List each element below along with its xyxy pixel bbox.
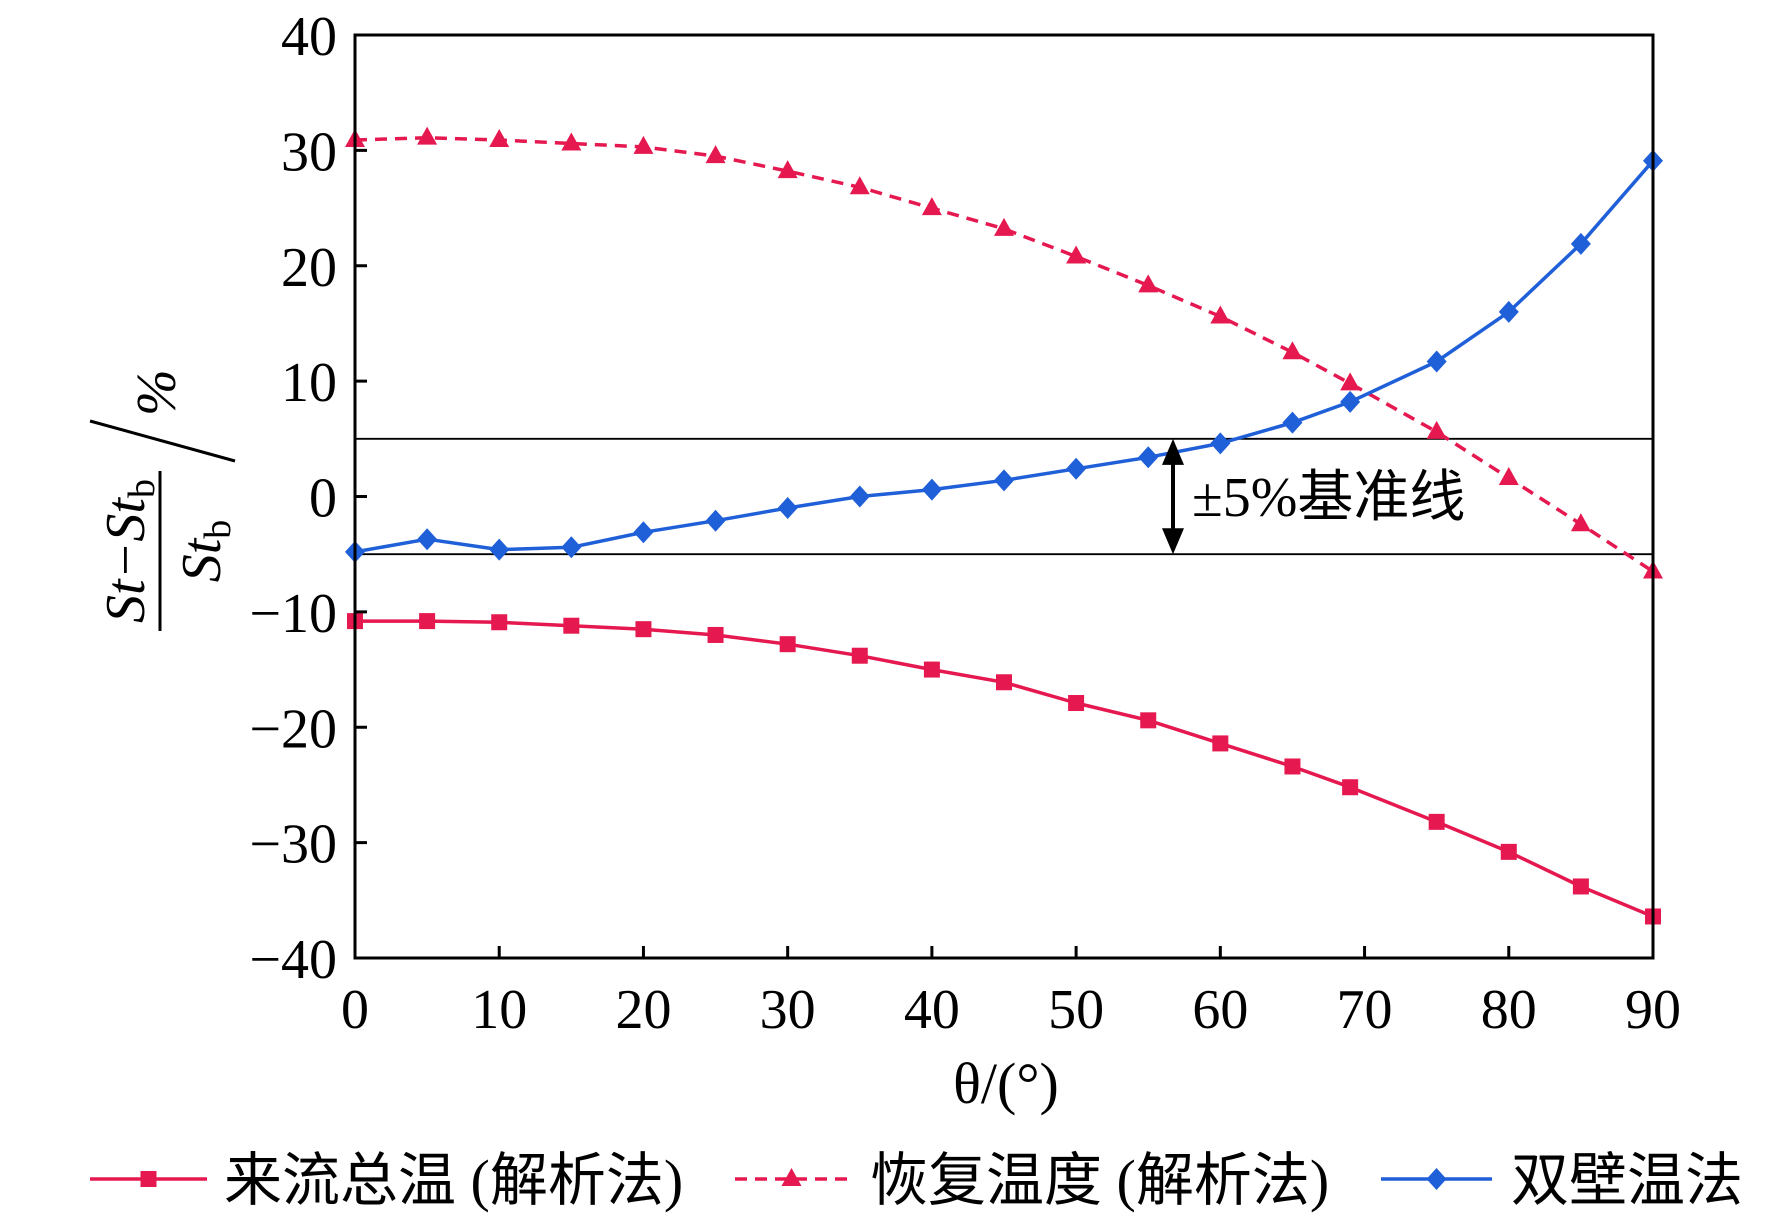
x-tick-label: 20	[615, 979, 671, 1041]
series-0-point-15	[1428, 813, 1445, 830]
series-0-point-9	[996, 674, 1012, 691]
series-2-point-7	[849, 485, 870, 508]
series-0-point-6	[779, 636, 796, 653]
series-0-point-8	[923, 661, 940, 678]
y-tick-label: 20	[281, 237, 337, 299]
legend-label-0: 来流总温 (解析法)	[224, 1148, 683, 1213]
series-2-point-11	[1138, 446, 1159, 469]
series-0-point-13	[1284, 758, 1301, 775]
series-2-point-14	[1340, 390, 1361, 413]
y-tick-label: −20	[249, 698, 337, 760]
series-0-point-12	[1212, 735, 1229, 752]
x-tick-label: 40	[904, 979, 960, 1041]
series-1-point-7	[849, 176, 870, 195]
x-tick-label: 50	[1048, 979, 1104, 1041]
series-1-point-8	[921, 197, 942, 216]
tolerance-label: ±5%基准线	[1192, 467, 1465, 529]
series-1-point-14	[1340, 372, 1361, 391]
series-1-point-5	[705, 145, 726, 164]
series-2-point-12	[1210, 432, 1231, 455]
x-tick-label: 90	[1625, 979, 1681, 1041]
x-tick-label: 0	[341, 979, 369, 1041]
x-axis-title: θ/(°)	[953, 1051, 1059, 1116]
x-tick-label: 60	[1192, 979, 1248, 1041]
legend-marker-1	[781, 1168, 802, 1186]
y-tick-label: −40	[249, 929, 337, 991]
series-2-point-10	[1066, 457, 1087, 480]
y-tick-label: 10	[281, 352, 337, 414]
series-1-point-9	[994, 217, 1014, 236]
y-axis-title: St−Stb Stb %	[89, 369, 239, 631]
series-0-point-3	[563, 617, 580, 634]
y-title-denominator-sub: b	[197, 520, 239, 539]
series-0-point-1	[419, 613, 436, 630]
series-1-point-11	[1138, 274, 1159, 293]
series-0-point-2	[491, 614, 508, 631]
y-title-numerator-main: St−St	[95, 497, 157, 623]
series-2-point-2	[489, 538, 510, 561]
series-0-point-14	[1342, 779, 1359, 796]
x-tick-label: 30	[760, 979, 816, 1041]
series-2-point-3	[561, 536, 582, 559]
series-1-point-3	[561, 132, 582, 151]
series-0-point-4	[635, 621, 652, 638]
y-title-slash	[89, 419, 236, 463]
series-2-point-5	[705, 509, 726, 532]
series-1-point-12	[1210, 305, 1231, 324]
x-tick-label: 70	[1337, 979, 1393, 1041]
series-2-point-13	[1282, 411, 1303, 434]
legend-label-2: 双壁温法	[1511, 1148, 1743, 1213]
series-2-point-1	[417, 528, 438, 551]
legend: 来流总温 (解析法) 恢复温度 (解析法) 双壁温法	[90, 1148, 1743, 1213]
legend-label-1: 恢复温度 (解析法)	[870, 1148, 1329, 1213]
series-0-point-17	[1572, 878, 1589, 895]
series-1-point-2	[489, 128, 510, 147]
series-0-point-5	[707, 626, 724, 643]
series-0-point-11	[1140, 712, 1157, 729]
series-1-point-1	[417, 126, 438, 145]
y-tick-label: 0	[309, 468, 337, 530]
series-2-point-15	[1426, 350, 1447, 373]
series-markers	[345, 126, 1663, 925]
y-tick-label: −10	[249, 583, 337, 645]
tolerance-annotation: ±5%基准线	[1162, 438, 1465, 555]
series-1-point-10	[1066, 245, 1087, 264]
series-2-point-6	[777, 497, 798, 520]
series-1-point-13	[1282, 341, 1303, 360]
series-0-point-16	[1500, 843, 1517, 860]
x-tick-label: 10	[471, 979, 527, 1041]
series-2-point-17	[1570, 232, 1591, 255]
legend-marker-2	[1426, 1168, 1447, 1190]
series-line-0	[355, 619, 1654, 919]
y-title-denominator: Stb	[171, 520, 239, 583]
y-tick-label: 30	[281, 121, 337, 183]
y-title-numerator-sub: b	[121, 479, 163, 498]
series-2-point-4	[633, 521, 654, 544]
y-title-unit: %	[126, 369, 188, 416]
legend-marker-0	[140, 1171, 157, 1187]
series-1-point-16	[1498, 467, 1519, 486]
series-1-point-6	[777, 160, 798, 179]
x-tick-label: 80	[1481, 979, 1537, 1041]
y-tick-label: 40	[281, 6, 337, 68]
series-2-point-8	[921, 478, 942, 501]
series-1-point-17	[1570, 513, 1591, 532]
series-2-point-9	[994, 469, 1014, 492]
series-0-point-7	[851, 647, 868, 664]
y-tick-label: −30	[249, 814, 337, 876]
series-1-point-15	[1426, 420, 1447, 439]
arrow-head-down-icon	[1162, 528, 1184, 555]
arrow-head-up-icon	[1162, 438, 1184, 465]
series-1-point-4	[633, 135, 654, 154]
series-0-point-10	[1068, 695, 1085, 712]
y-title-denominator-main: St	[171, 537, 233, 582]
series-2-point-16	[1498, 300, 1519, 323]
axis-ticks	[353, 33, 1655, 960]
y-title-numerator: St−Stb	[95, 479, 163, 623]
